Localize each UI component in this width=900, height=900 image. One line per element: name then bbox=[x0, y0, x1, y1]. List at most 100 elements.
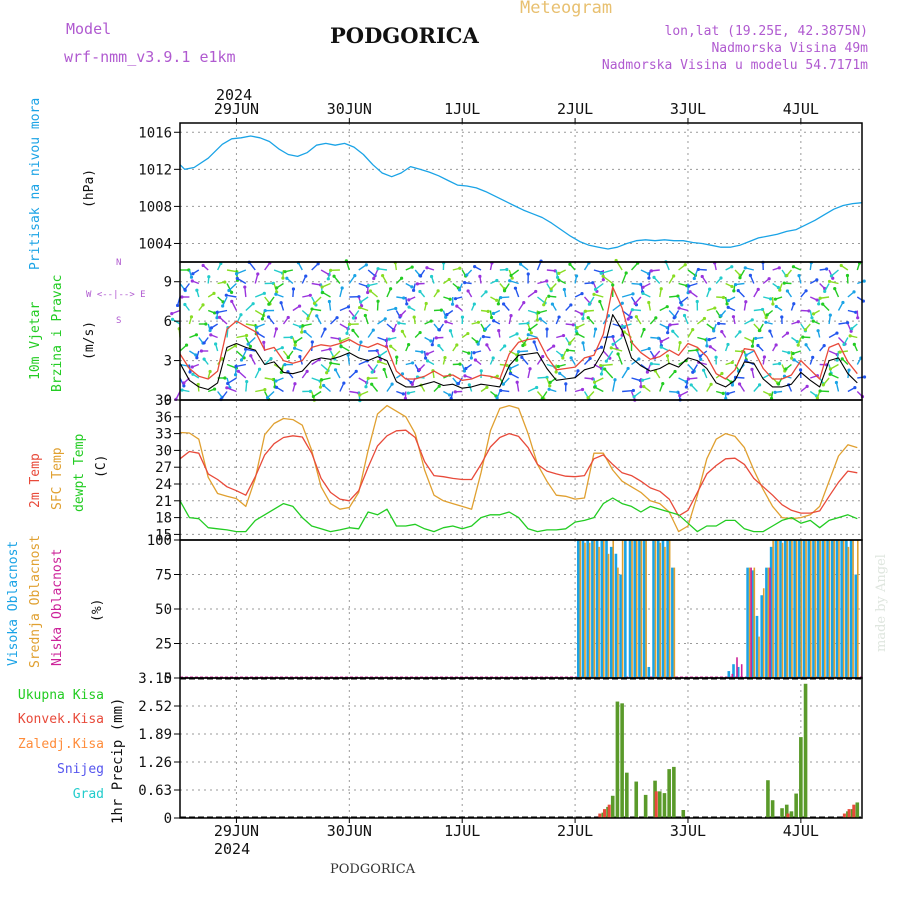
wind-arrow-head bbox=[429, 319, 433, 323]
legend-hail: Grad bbox=[72, 787, 104, 802]
wind-arrow-head bbox=[555, 275, 560, 279]
wind-arrow-head bbox=[357, 295, 361, 299]
wind-arrow-head bbox=[195, 288, 199, 292]
wind-arrow-head bbox=[791, 265, 796, 269]
wind-arrow-head bbox=[838, 350, 842, 354]
wind-arrow-head bbox=[652, 275, 656, 279]
wind-arrow-head bbox=[274, 292, 278, 296]
wind-arrow-head bbox=[501, 302, 506, 306]
wind-tick-label: 9 bbox=[164, 275, 172, 291]
wind-arrow-head bbox=[554, 370, 558, 374]
wind-arrow-head bbox=[733, 282, 738, 287]
wind-arrow-head bbox=[390, 382, 394, 386]
wind-arrow bbox=[220, 391, 228, 400]
wind-arrow-head bbox=[293, 343, 297, 347]
wind-arrow-head bbox=[805, 384, 809, 389]
wind-arrow-head bbox=[672, 316, 676, 320]
wind-arrow-head bbox=[671, 329, 675, 333]
wind-arrow-head bbox=[279, 301, 283, 305]
wind-arrow-head bbox=[229, 290, 234, 295]
wind-arrow-head bbox=[326, 277, 330, 281]
wind-arrow-head bbox=[366, 290, 370, 295]
wind-arrow-head bbox=[569, 303, 573, 307]
wind-arrow-head bbox=[508, 366, 512, 371]
wind-arrow-head bbox=[199, 349, 204, 353]
wind-arrow-head bbox=[235, 276, 239, 280]
wind-arrow-head bbox=[817, 302, 821, 306]
wind-arrow-head bbox=[476, 320, 481, 324]
wind-arrow-head bbox=[853, 386, 857, 390]
wind-arrow-head bbox=[547, 294, 551, 298]
wind-arrow-head bbox=[522, 301, 526, 305]
wind-arrow-head bbox=[207, 275, 211, 279]
wind-arrow-head bbox=[765, 313, 769, 317]
wind-arrow-head bbox=[489, 315, 494, 320]
wind-arrow-head bbox=[708, 287, 712, 291]
temp-tick-label: 39 bbox=[155, 393, 172, 409]
wind-arrow-head bbox=[541, 354, 545, 359]
wind-arrow-head bbox=[609, 346, 613, 350]
wind-arrow-head bbox=[351, 328, 355, 332]
wind-arrow-head bbox=[845, 273, 850, 278]
wind-arrow-head bbox=[473, 358, 478, 362]
wind-arrow-head bbox=[526, 272, 530, 276]
wind-arrow-head bbox=[509, 273, 513, 278]
wind-arrow-head bbox=[448, 393, 452, 397]
wind-arrow-head bbox=[632, 395, 636, 399]
precip-total-bar bbox=[625, 772, 629, 818]
wind-arrow-head bbox=[256, 272, 260, 276]
wind-arrow-head bbox=[624, 271, 628, 275]
wind-arrow-head bbox=[709, 382, 713, 386]
precip-tick-label: 0.63 bbox=[138, 783, 172, 799]
wind-arrow-head bbox=[364, 385, 368, 389]
wind-arrow-head bbox=[854, 310, 858, 314]
wind-arrow-head bbox=[699, 357, 703, 361]
compass-s: S bbox=[116, 316, 122, 326]
wind-arrow-head bbox=[532, 340, 536, 344]
wind-arrow-head bbox=[510, 276, 514, 280]
wind-arrow-head bbox=[285, 276, 289, 280]
wind-arrow-head bbox=[804, 343, 808, 347]
wind-tick-label: 0 bbox=[164, 393, 172, 409]
wind-arrow-head bbox=[248, 344, 252, 349]
wind-arrow-head bbox=[175, 303, 180, 308]
wind-arrow-head bbox=[496, 302, 500, 306]
wind-arrow-head bbox=[274, 385, 279, 389]
temp-tick-label: 27 bbox=[155, 460, 172, 476]
top-day-label-1JUL: 1JUL bbox=[444, 100, 480, 118]
precip-conv-bar bbox=[607, 804, 611, 818]
wind-arrow-head bbox=[856, 316, 860, 320]
precip-conv-bar bbox=[598, 813, 602, 818]
precip-total-bar bbox=[789, 811, 794, 818]
wind-arrow-head bbox=[466, 331, 470, 336]
wind-arrow-head bbox=[400, 372, 405, 376]
wind-arrow-head bbox=[822, 344, 826, 348]
wind-arrow-head bbox=[696, 267, 701, 272]
wind-arrow-head bbox=[661, 382, 665, 386]
wind-arrow-head bbox=[811, 319, 815, 323]
wind-arrow-head bbox=[249, 354, 253, 358]
wind-arrow-head bbox=[601, 274, 605, 278]
wind-arrow-head bbox=[666, 331, 670, 335]
wind-arrow-head bbox=[776, 285, 780, 290]
wind-arrow-head bbox=[233, 373, 238, 377]
cloud-tick-label: 25 bbox=[155, 637, 172, 653]
wind-arrow-head bbox=[383, 317, 387, 321]
wind-arrow-head bbox=[491, 356, 495, 360]
wind-arrow-head bbox=[208, 369, 212, 374]
precip-total-bar bbox=[770, 800, 775, 818]
wind-arrow-head bbox=[502, 289, 507, 293]
wind-arrow bbox=[228, 282, 237, 292]
wind-arrow-head bbox=[209, 326, 214, 330]
wind-arrow-head bbox=[719, 276, 723, 280]
wind-arrow-head bbox=[481, 335, 485, 339]
wind-arrow-head bbox=[389, 344, 393, 348]
wind-arrow-head bbox=[439, 308, 443, 312]
wind-arrow-head bbox=[189, 315, 194, 319]
wind-arrow-head bbox=[394, 306, 398, 311]
wind-arrow-head bbox=[363, 313, 367, 318]
wind-arrow-head bbox=[455, 343, 459, 347]
wind-arrow-head bbox=[312, 301, 317, 305]
temp-tick-label: 15 bbox=[155, 527, 172, 543]
